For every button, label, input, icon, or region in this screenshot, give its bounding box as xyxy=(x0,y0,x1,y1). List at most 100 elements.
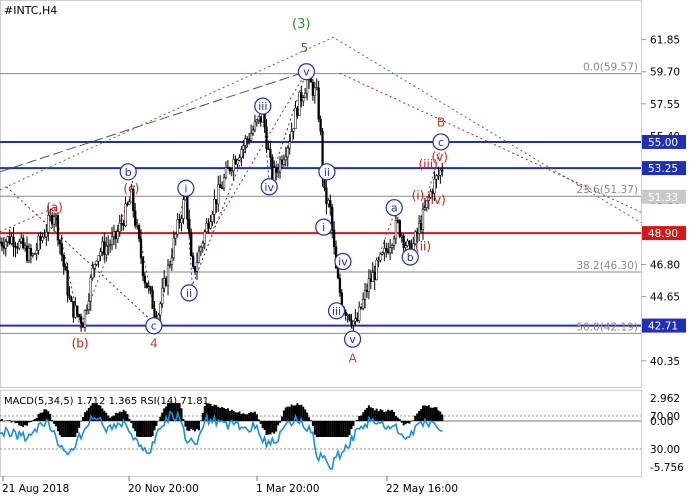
oscillator-tick-label: 70.00 xyxy=(650,411,680,423)
level-tag-label: 42.71 xyxy=(648,321,678,333)
candle-body xyxy=(83,310,87,328)
candle-body xyxy=(396,220,400,222)
candle-body xyxy=(385,248,388,251)
candle-body xyxy=(329,200,332,208)
candle-body xyxy=(421,208,425,230)
candle-body xyxy=(47,215,50,233)
candle-body xyxy=(0,241,4,247)
price-tick-label: 57.55 xyxy=(650,99,680,111)
candle-body xyxy=(147,286,150,289)
wave-label: A xyxy=(348,352,357,366)
candle-body xyxy=(348,314,351,321)
candle-body xyxy=(327,200,330,205)
candle-body xyxy=(164,278,168,286)
oscillator-axis: 2.962 70.000.00 30.00 -5.756 xyxy=(650,393,684,474)
fib-label: 0.0(59.57) xyxy=(583,62,638,74)
red-diagonal xyxy=(211,71,307,232)
candle-body xyxy=(427,197,430,201)
candle-body xyxy=(180,218,183,224)
candle-body xyxy=(313,87,316,96)
candle-body xyxy=(193,266,197,272)
candle-body xyxy=(64,266,67,271)
wave-label: (iv) xyxy=(426,193,446,207)
candle-body xyxy=(365,290,369,293)
candle-body xyxy=(394,220,398,240)
candle-body xyxy=(238,157,241,161)
candle-body xyxy=(203,231,206,244)
candle-body xyxy=(346,314,349,316)
candle-body xyxy=(41,236,44,241)
candle-body xyxy=(251,129,255,134)
candle-body xyxy=(290,131,293,142)
candle-body xyxy=(319,118,322,132)
candle-body xyxy=(78,314,81,317)
candle-body xyxy=(375,259,378,280)
candle-body xyxy=(143,275,147,284)
candle-body xyxy=(373,272,376,280)
candle-body xyxy=(153,308,156,317)
candle-body xyxy=(182,199,185,219)
candle-body xyxy=(280,159,284,165)
level-tag xyxy=(642,226,686,241)
rsi-line xyxy=(0,410,443,470)
candle-body xyxy=(211,214,214,222)
candle-body xyxy=(278,159,282,173)
current-price-label: 51.33 xyxy=(648,192,678,204)
candle-body xyxy=(222,177,226,189)
candle-body xyxy=(134,210,137,226)
candle-body xyxy=(25,245,29,261)
candle-body xyxy=(137,225,141,239)
level-tag-label: 48.90 xyxy=(648,228,678,240)
level-tag xyxy=(642,161,686,176)
price-tick-label: 61.85 xyxy=(650,35,680,47)
candle-body xyxy=(135,225,139,227)
candle-body xyxy=(354,318,357,322)
candle-body xyxy=(54,215,58,217)
wave-label: v xyxy=(303,66,310,79)
wave-label-circle xyxy=(327,302,346,320)
candle-body xyxy=(425,200,428,208)
wave-label-circle xyxy=(254,97,272,115)
candle-body xyxy=(284,156,287,161)
candle-body xyxy=(267,148,270,150)
candle-body xyxy=(296,107,299,116)
candle-body xyxy=(437,174,440,177)
time-tick-label: 20 Nov 20:00 xyxy=(128,483,199,495)
candle-body xyxy=(81,323,85,328)
level-tag-label: 55.00 xyxy=(648,137,678,149)
candle-body xyxy=(325,187,328,205)
candle-body xyxy=(190,232,193,257)
candle-body xyxy=(168,264,172,266)
candle-body xyxy=(209,221,212,229)
candle-body xyxy=(234,158,237,165)
candle-body xyxy=(377,259,380,262)
candle-body xyxy=(244,138,247,146)
candle-body xyxy=(294,107,297,129)
candle-body xyxy=(429,191,432,198)
candle-body xyxy=(360,306,363,309)
candle-body xyxy=(242,145,245,150)
candle-body xyxy=(62,254,65,267)
candle-body xyxy=(66,270,69,296)
price-tick-label: 44.65 xyxy=(650,292,680,304)
candle-body xyxy=(369,278,372,282)
candle-body xyxy=(18,241,21,249)
time-tick-label: 21 Aug 2018 xyxy=(2,483,69,495)
candle-body xyxy=(338,277,342,294)
wave-label: ii xyxy=(186,287,192,300)
candle-body xyxy=(132,188,135,211)
candle-body xyxy=(37,236,40,251)
candle-body xyxy=(344,311,347,316)
candle-body xyxy=(151,289,154,309)
price-tick-label: 59.70 xyxy=(650,67,680,79)
candle-body xyxy=(406,240,409,247)
green-channel-line xyxy=(0,36,642,224)
level-tag xyxy=(642,318,686,333)
candle-body xyxy=(99,251,102,256)
candle-body xyxy=(170,257,174,265)
candle-body xyxy=(110,236,114,245)
candle-body xyxy=(27,248,31,261)
candle-body xyxy=(300,91,303,102)
candle-body xyxy=(58,239,62,245)
candle-body xyxy=(331,206,334,231)
